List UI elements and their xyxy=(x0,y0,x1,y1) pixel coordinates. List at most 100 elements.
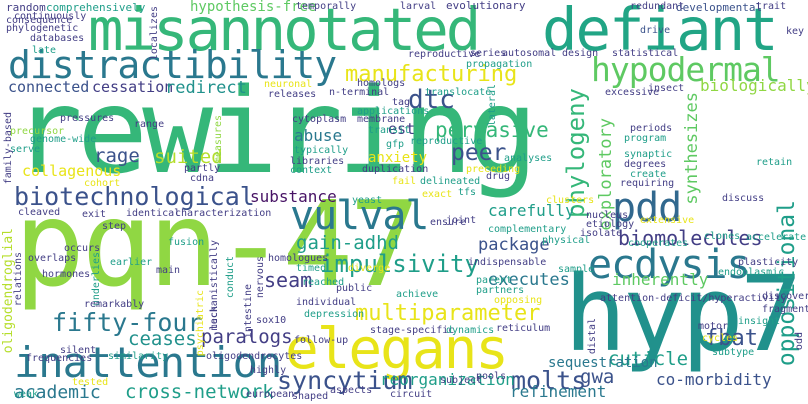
cloud-word: consequence xyxy=(6,15,73,26)
cloud-word: synthesizes xyxy=(682,92,702,205)
cloud-word: distal xyxy=(587,318,598,355)
cloud-word: exit xyxy=(82,209,107,220)
cloud-word: rewiring xyxy=(12,62,538,200)
cloud-word: developmental xyxy=(676,1,763,14)
cloud-word: circuit xyxy=(390,389,433,400)
cloud-word: synaptic xyxy=(624,149,673,160)
cloud-word: manufacturing xyxy=(345,62,518,87)
cloud-word: diverge xyxy=(348,263,391,274)
cloud-word: identical xyxy=(126,208,181,219)
cloud-word: autosomal xyxy=(502,48,557,59)
cloud-word: partners xyxy=(476,285,525,296)
cloud-word: tfs xyxy=(458,187,477,198)
cloud-word: typically xyxy=(294,145,349,156)
cloud-word: extensive xyxy=(640,215,695,226)
cloud-word: partly xyxy=(184,163,221,174)
cloud-word: n-terminal xyxy=(329,87,390,98)
cloud-word: insect xyxy=(648,83,685,94)
cloud-word: lack xyxy=(209,306,220,331)
cloud-word: step xyxy=(102,221,127,232)
cloud-word: cohort xyxy=(84,178,121,189)
cloud-word: paralogs xyxy=(201,326,293,348)
cloud-word: cessation xyxy=(92,78,174,96)
cloud-word: highly xyxy=(250,365,287,376)
cloud-word: family-based xyxy=(3,112,14,185)
cloud-word: package xyxy=(478,235,550,255)
cloud-word: excessive xyxy=(605,87,660,98)
cloud-word: misannotated xyxy=(88,0,481,64)
cloud-word: fbat xyxy=(705,326,758,351)
cloud-word: relations xyxy=(13,252,24,307)
cloud-word: redundant xyxy=(630,1,685,12)
cloud-word: analyses xyxy=(504,153,553,164)
cloud-word: cycles xyxy=(702,333,739,344)
cloud-word: accelerate xyxy=(746,232,807,243)
cloud-word: late xyxy=(32,45,57,56)
cloud-word: insight xyxy=(738,316,781,327)
cloud-word: cytoplasm xyxy=(292,114,347,125)
cloud-word: est xyxy=(388,120,416,138)
cloud-word: dtc xyxy=(408,85,455,115)
cloud-word: reproductive xyxy=(410,136,483,147)
cloud-word: anxiety xyxy=(368,150,428,166)
cloud-word: follow-up xyxy=(294,335,349,346)
cloud-word: elegans xyxy=(285,317,509,382)
cloud-word: fifty-four xyxy=(52,308,203,337)
cloud-word: sequestration xyxy=(548,355,658,371)
cloud-word: discuss xyxy=(722,193,765,204)
cloud-word: fusion xyxy=(168,237,205,248)
cloud-word: delineated xyxy=(420,176,481,187)
cloud-word: frequencies xyxy=(26,353,93,364)
cloud-word: opposing xyxy=(494,295,543,306)
cloud-word: gain-adhd xyxy=(296,232,399,254)
cloud-word: localizes xyxy=(149,6,160,61)
cloud-word: reproductive xyxy=(408,49,481,60)
cloud-word: phylogenetic xyxy=(6,23,79,34)
cloud-word: duplication xyxy=(362,164,429,175)
cloud-word: pdd xyxy=(612,185,682,231)
cloud-word: conduct xyxy=(225,256,236,299)
cloud-word: cooperates xyxy=(628,238,689,249)
cloud-word: complementary xyxy=(488,224,567,235)
cloud-word: inattention xyxy=(14,338,282,387)
cloud-word: sox10 xyxy=(256,315,287,326)
cloud-word: biotechnological xyxy=(14,182,255,211)
cloud-word: transit xyxy=(368,125,411,136)
cloud-word: range xyxy=(134,119,165,130)
cloud-word: lateral xyxy=(487,84,498,127)
cloud-word: larval xyxy=(400,1,437,12)
cloud-word: drive xyxy=(640,25,671,36)
cloud-word: co-morbidity xyxy=(656,370,772,389)
cloud-word: european xyxy=(246,389,295,400)
cloud-word: ceases xyxy=(128,328,197,350)
cloud-word: pervasive xyxy=(435,118,549,142)
cloud-word: remarkably xyxy=(84,299,145,310)
cloud-word: plasticity xyxy=(738,257,799,268)
cloud-word: exact xyxy=(422,189,453,200)
cloud-word: clones xyxy=(704,231,741,242)
cloud-word: nucleus xyxy=(586,210,629,221)
cloud-word: random xyxy=(6,1,46,14)
cloud-word: hypodermal xyxy=(591,50,781,89)
cloud-word: gfp xyxy=(386,139,405,150)
cloud-word: requiring xyxy=(620,178,675,189)
cloud-word: subject xyxy=(440,375,483,386)
cloud-word: pools xyxy=(476,371,507,382)
cloud-word: genome-wide xyxy=(30,134,97,145)
cloud-word: characterization xyxy=(175,208,272,219)
cloud-word: design xyxy=(562,48,599,59)
cloud-word: isolate xyxy=(580,228,623,239)
cloud-word: molts xyxy=(511,366,587,395)
cloud-word: pressures xyxy=(60,113,115,124)
cloud-word: clusters xyxy=(546,195,595,206)
cloud-word: refinement xyxy=(510,382,607,401)
cloud-word: reticulum xyxy=(496,323,551,334)
cloud-word: physical xyxy=(542,235,591,246)
cloud-word: context xyxy=(290,165,333,176)
cloud-word: endoplasmic xyxy=(718,267,785,278)
cloud-word: pqn-47 xyxy=(14,175,420,313)
cloud-word: inherently xyxy=(612,270,709,289)
cloud-word: neuronal xyxy=(264,79,313,90)
cloud-word: seam xyxy=(264,268,313,292)
